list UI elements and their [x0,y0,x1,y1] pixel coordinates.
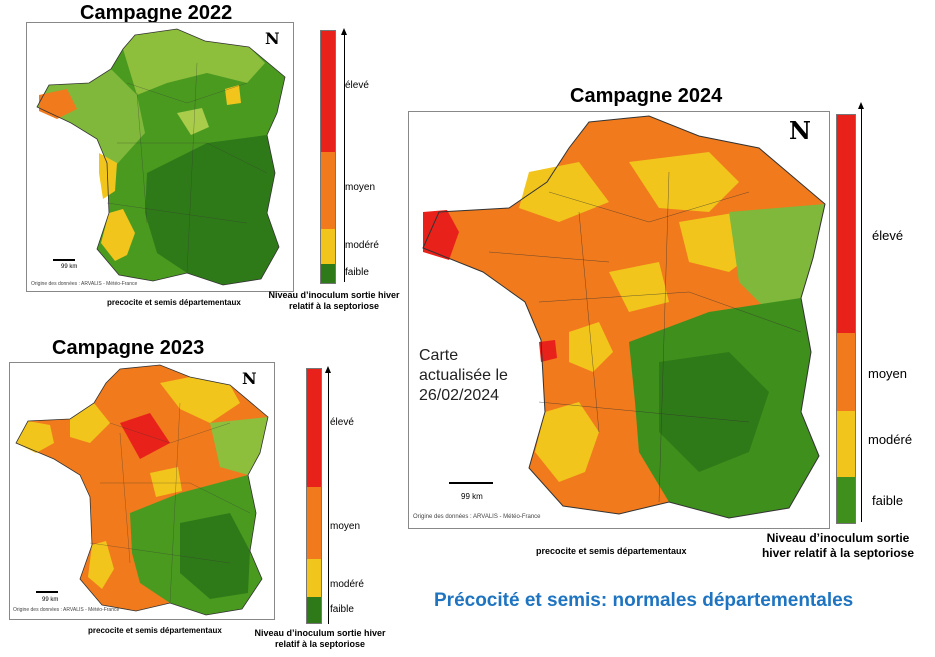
map-2023-title: Campagne 2023 [52,337,205,359]
scale-label: 99 km [61,264,78,270]
map-2023-caption: precocite et semis départementaux [88,626,222,635]
legend-2023-title: Niveau d’inoculum sortie hiver relatif à… [254,628,386,650]
scale-label: 99 km [42,597,59,603]
legend-2023-bar [306,368,322,624]
map-2023 [15,364,269,616]
map-2023-frame: N 99 km Origine des données : ARVALIS - … [9,362,275,620]
update-note: Carte actualisée le 26/02/2024 [419,347,508,404]
legend-2022-axis [341,28,347,282]
north-arrow-icon: N [265,29,280,48]
legend-2024-bar [836,114,856,524]
legend-2023-axis [325,366,331,624]
legend-2024-high: élevé [872,228,904,243]
legend-2022-low: faible [345,267,369,278]
map-2024 [422,115,826,519]
map-2024-frame: N 99 km Origine des données : ARVALIS - … [408,111,830,529]
legend-2023-low: faible [330,604,354,615]
map-2022-frame: N 99 km Origine des données : ARVALIS - … [26,22,294,292]
legend-2024-moderate: modéré [868,432,913,447]
map-2024-caption: precocite et semis départementaux [536,546,687,556]
legend-2022-bar [320,30,336,284]
legend-2024-low: faible [872,493,904,508]
legend-2024-medium: moyen [868,366,908,381]
legend-2023-high: élevé [330,417,354,428]
legend-2022-title: Niveau d’inoculum sortie hiver relatif à… [268,290,400,312]
legend-2023-medium: moyen [330,521,361,532]
legend-2022-medium: moyen [345,182,376,193]
scale-label: 99 km [461,492,483,501]
map-2022-caption: precocite et semis départementaux [107,298,241,307]
map-2022-title: Campagne 2022 [80,2,233,24]
subtitle: Précocité et semis: normales département… [434,590,854,611]
north-arrow-icon: N [242,369,257,388]
scale-bar [36,591,58,593]
data-origin: Origine des données : ARVALIS - Météo-Fr… [31,281,138,287]
map-2022 [36,28,286,286]
legend-2024-title: Niveau d’inoculum sortie hiver relatif à… [761,531,915,560]
legend-2022-moderate: modéré [345,240,379,251]
data-origin: Origine des données : ARVALIS - Météo-Fr… [13,607,120,613]
scale-bar [53,259,75,261]
data-origin: Origine des données : ARVALIS - Météo-Fr… [413,514,541,520]
legend-2024-axis [858,102,864,522]
map-2024-title: Campagne 2024 [570,85,723,107]
legend-2022-high: élevé [345,80,369,91]
north-arrow-icon: N [789,116,811,145]
legend-2023-moderate: modéré [330,579,364,590]
scale-bar [449,482,493,484]
